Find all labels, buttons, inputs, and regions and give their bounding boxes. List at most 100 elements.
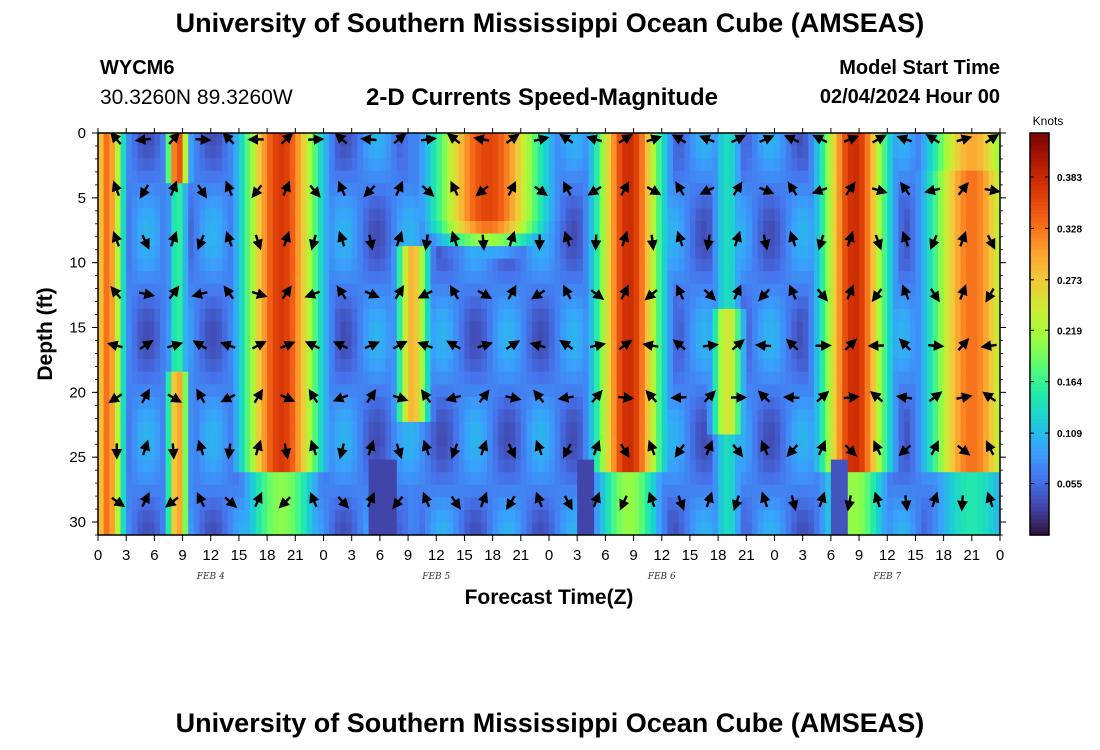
heatmap-cell [430,371,437,385]
heatmap-cell [887,346,894,360]
heatmap-cell [667,233,674,247]
heatmap-cell [847,484,855,498]
heatmap-cell [684,497,691,511]
heatmap-cell [396,145,404,159]
heatmap-cell [391,195,398,209]
heatmap-cell [582,434,590,448]
heatmap-cell [374,421,381,436]
heatmap-cell [921,195,928,209]
heatmap-cell [735,246,742,260]
heatmap-cell [379,447,387,461]
heatmap-cell [560,258,567,272]
heatmap-cell [98,170,105,184]
heatmap-cell [238,220,246,235]
heatmap-cell [966,170,973,184]
heatmap-cell [453,195,460,209]
heatmap-cell [554,346,561,360]
heatmap-cell [735,271,742,285]
heatmap-cell [842,145,849,159]
heatmap-cell [165,484,172,498]
heatmap-cell [644,472,652,486]
heatmap-cell [549,208,556,222]
heatmap-cell [300,522,308,535]
heatmap-cell [396,509,404,524]
heatmap-cell [633,283,640,297]
heatmap-cell [98,195,105,209]
heatmap-cell [396,359,404,373]
heatmap-cell [402,283,409,297]
heatmap-cell [509,484,516,498]
heatmap-cell [453,334,460,348]
heatmap-cell [486,158,494,172]
heatmap-cell [379,246,387,260]
heatmap-cell [340,296,347,310]
heatmap-cell [464,396,471,410]
heatmap-cell [616,346,623,360]
heatmap-cell [701,459,708,473]
heatmap-cell [334,321,342,335]
heatmap-cell [526,421,533,436]
heatmap-cell [464,346,471,360]
heatmap-cell [802,321,809,335]
heatmap-cell [926,246,933,260]
heatmap-cell [892,321,900,335]
heatmap-cell [921,522,928,535]
heatmap-cell [954,459,962,473]
heatmap-cell [441,434,449,448]
heatmap-cell [819,296,826,310]
heatmap-cell [98,497,105,511]
heatmap-cell [870,359,877,373]
heatmap-cell [673,220,680,235]
heatmap-cell [684,396,691,410]
heatmap-cell [667,208,674,222]
heatmap-cell [160,421,167,436]
heatmap-cell [537,421,544,436]
heatmap-cell [368,271,375,285]
heatmap-cell [830,246,838,260]
heatmap-cell [633,233,640,247]
heatmap-cell [193,246,201,260]
heatmap-cell [909,509,917,524]
heatmap-cell [430,409,437,423]
heatmap-cell [774,396,781,410]
heatmap-cell [216,246,223,260]
heatmap-cell [160,220,167,235]
heatmap-cell [695,296,702,310]
heatmap-cell [419,170,426,184]
heatmap-cell [554,308,561,323]
heatmap-cell [176,509,184,524]
heatmap-cell [385,195,392,209]
heatmap-cell [323,522,330,535]
heatmap-cell [949,258,956,272]
heatmap-cell [143,195,150,209]
heatmap-cell [537,459,544,473]
heatmap-cell [323,409,330,423]
heatmap-cell [881,158,888,172]
heatmap-cell [898,472,905,486]
heatmap-cell [182,497,189,511]
heatmap-cell [723,308,730,323]
heatmap-cell [661,484,668,498]
heatmap-cell [329,133,336,147]
heatmap-cell [267,484,274,498]
heatmap-cell [836,271,843,285]
heatmap-cell [362,421,370,436]
heatmap-cell [188,145,195,159]
heatmap-cell [346,371,353,385]
heatmap-cell [261,346,268,360]
heatmap-cell [470,271,477,285]
heatmap-cell [509,509,516,524]
heatmap-cell [577,522,584,535]
heatmap-cell [137,208,144,222]
heatmap-cell [368,421,375,436]
heatmap-cell [408,183,415,197]
heatmap-cell [673,359,680,373]
heatmap-cell [633,484,640,498]
heatmap-cell [729,509,736,524]
heatmap-cell [193,371,201,385]
heatmap-cell [842,271,849,285]
heatmap-cell [396,484,404,498]
heatmap-cell [740,371,747,385]
heatmap-cell [543,459,550,473]
heatmap-cell [870,271,877,285]
